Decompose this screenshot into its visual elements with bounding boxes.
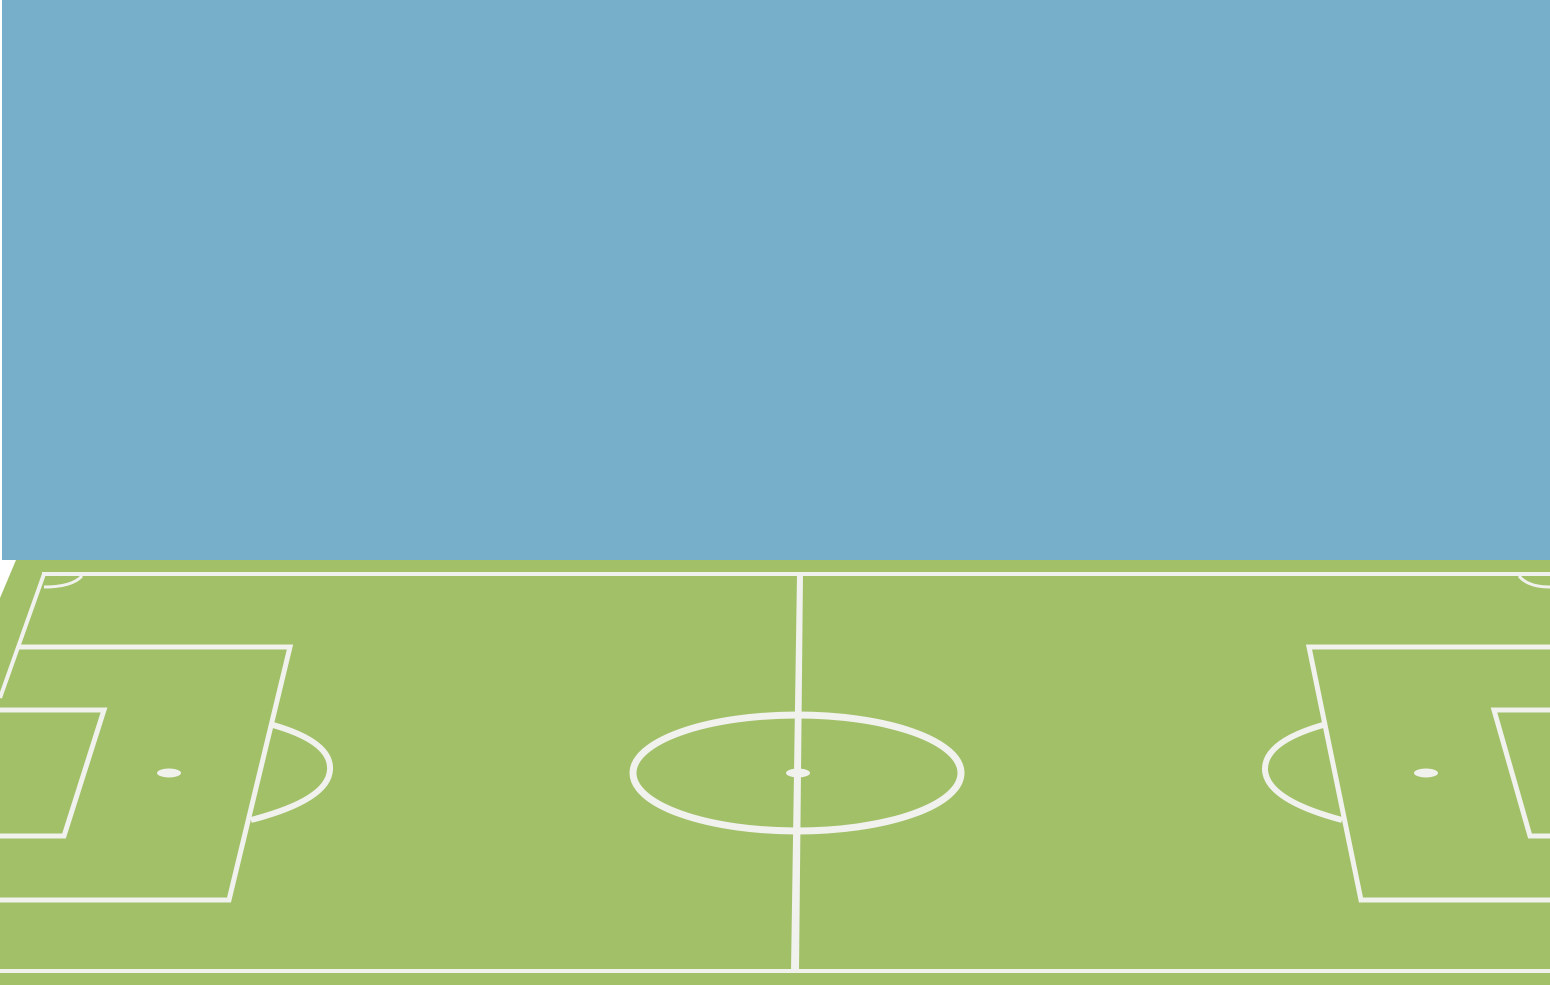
center-spot: [786, 768, 810, 778]
pitch-markings: [0, 572, 1550, 973]
center-circle: [629, 711, 965, 835]
grass-field: [0, 560, 1550, 985]
left-goal-area: [0, 707, 108, 839]
sky-background: [2, 0, 1550, 560]
left-penalty-arc: [250, 722, 334, 823]
left-edge: [0, 0, 2, 985]
right-penalty-spot: [1414, 768, 1438, 778]
right-penalty-arc: [1261, 722, 1343, 823]
right-penalty-box: [1305, 644, 1550, 903]
left-goal-line: [0, 573, 46, 699]
right-corner-arc: [1517, 574, 1550, 589]
left-penalty-spot: [157, 768, 181, 778]
left-penalty-box: [0, 644, 294, 903]
right-goal-area: [1490, 707, 1550, 839]
left-corner-arc: [43, 574, 84, 589]
